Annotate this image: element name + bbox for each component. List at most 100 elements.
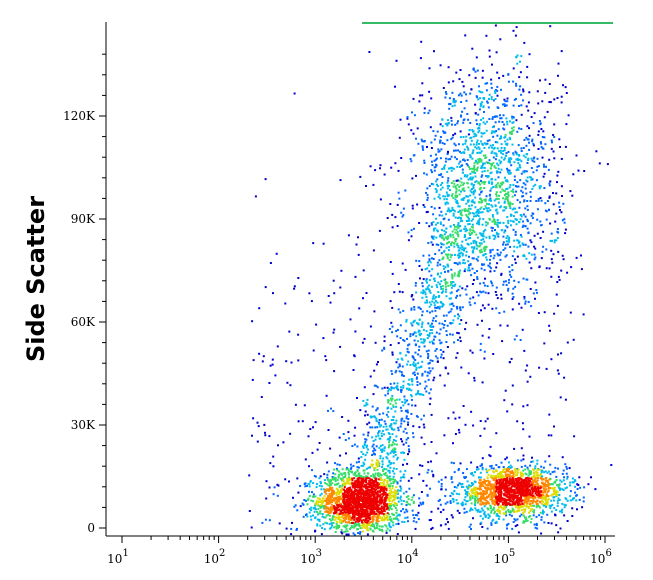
scatter-point	[318, 442, 321, 444]
scatter-point	[442, 218, 445, 221]
scatter-point	[547, 470, 550, 473]
scatter-point	[459, 184, 462, 187]
scatter-point	[497, 197, 500, 200]
scatter-point	[445, 288, 448, 291]
scatter-point	[410, 160, 413, 163]
scatter-point	[479, 485, 482, 488]
scatter-point	[489, 483, 491, 486]
scatter-point	[362, 269, 365, 272]
scatter-point	[548, 504, 551, 507]
scatter-point	[417, 390, 420, 393]
scatter-point	[483, 208, 485, 211]
scatter-point	[489, 189, 492, 192]
scatter-point	[324, 500, 327, 502]
scatter-point	[507, 160, 510, 163]
scatter-point	[390, 321, 393, 324]
scatter-point	[459, 225, 462, 228]
scatter-point	[465, 490, 468, 493]
scatter-point	[387, 476, 389, 479]
scatter-point	[468, 204, 471, 207]
scatter-point	[381, 460, 384, 463]
scatter-point	[441, 182, 444, 184]
scatter-point	[364, 414, 366, 417]
scatter-point	[410, 413, 413, 415]
scatter-point	[444, 195, 447, 198]
scatter-point	[434, 306, 437, 309]
scatter-point	[411, 207, 414, 210]
scatter-point	[475, 160, 477, 163]
scatter-point	[457, 223, 460, 226]
scatter-point	[531, 178, 534, 181]
scatter-point	[328, 518, 331, 521]
scatter-point	[470, 182, 473, 185]
scatter-point	[520, 55, 523, 58]
scatter-point	[477, 215, 480, 218]
scatter-point	[516, 54, 519, 57]
scatter-point	[504, 229, 507, 232]
scatter-point	[419, 382, 422, 385]
scatter-point	[431, 297, 434, 300]
scatter-point	[457, 205, 460, 208]
scatter-point	[495, 286, 498, 289]
scatter-point	[543, 165, 545, 168]
scatter-point	[379, 455, 382, 458]
scatter-point	[513, 279, 516, 282]
scatter-point	[392, 524, 395, 527]
scatter-point	[394, 402, 397, 405]
scatter-point	[482, 235, 484, 238]
scatter-point	[479, 476, 482, 479]
scatter-point	[537, 474, 540, 477]
scatter-point	[396, 335, 399, 338]
scatter-point	[465, 293, 468, 296]
scatter-point	[529, 375, 532, 378]
scatter-point	[389, 402, 392, 405]
scatter-point	[400, 419, 403, 422]
scatter-point	[434, 320, 437, 323]
scatter-point	[458, 216, 461, 219]
scatter-point	[425, 350, 428, 353]
scatter-point	[395, 443, 398, 446]
scatter-point	[391, 397, 394, 400]
scatter-point	[497, 254, 500, 257]
scatter-point	[337, 482, 340, 485]
scatter-point	[476, 236, 479, 239]
scatter-point	[485, 207, 488, 210]
scatter-point	[531, 216, 534, 219]
scatter-point	[473, 246, 476, 249]
scatter-point	[485, 175, 488, 177]
scatter-point	[503, 476, 505, 479]
scatter-point	[385, 503, 388, 506]
scatter-point	[452, 242, 455, 245]
scatter-point	[539, 474, 541, 477]
scatter-point	[486, 169, 489, 172]
scatter-point	[556, 504, 559, 507]
scatter-point	[487, 473, 490, 476]
scatter-point	[517, 500, 520, 503]
scatter-point	[561, 195, 563, 197]
scatter-point	[428, 259, 431, 262]
scatter-point	[420, 40, 423, 43]
scatter-point	[430, 241, 433, 244]
scatter-point	[525, 136, 528, 139]
scatter-point	[397, 522, 400, 525]
scatter-point	[433, 138, 436, 141]
scatter-point	[365, 475, 368, 478]
scatter-point	[286, 381, 289, 384]
scatter-point	[396, 533, 399, 535]
scatter-point	[462, 485, 465, 488]
scatter-point	[521, 473, 524, 475]
scatter-point	[484, 291, 487, 294]
scatter-point	[439, 197, 442, 200]
scatter-point	[515, 119, 518, 122]
scatter-point	[509, 273, 512, 276]
scatter-point	[438, 498, 441, 501]
scatter-point	[500, 272, 503, 275]
scatter-point	[451, 194, 453, 197]
scatter-point	[399, 351, 402, 354]
scatter-point	[419, 308, 422, 310]
scatter-point	[377, 434, 380, 437]
scatter-point	[272, 292, 274, 295]
scatter-point	[501, 471, 504, 474]
scatter-point	[359, 409, 362, 412]
scatter-point	[414, 364, 417, 367]
